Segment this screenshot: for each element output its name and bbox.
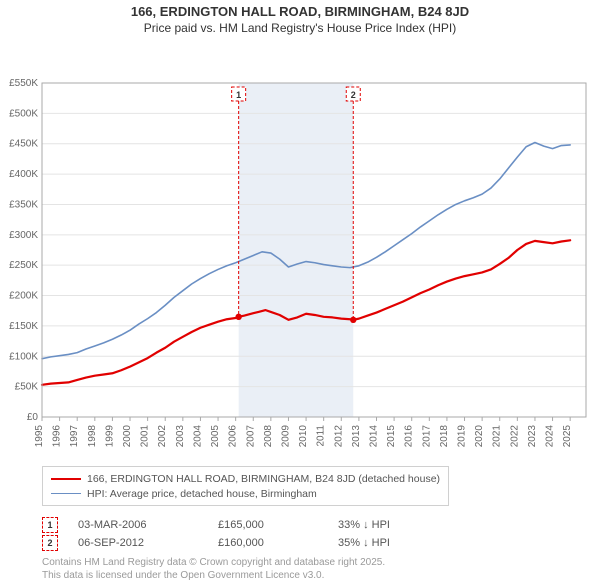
legend-label: HPI: Average price, detached house, Birm… [87,488,317,500]
x-tick-label: 2009 [280,425,291,448]
x-tick-label: 2000 [122,425,133,448]
x-tick-label: 2014 [368,425,379,448]
x-tick-label: 1998 [87,425,98,448]
x-tick-label: 2004 [192,425,203,448]
x-tick-label: 1995 [34,425,45,448]
x-tick-label: 2017 [421,425,432,448]
x-tick-label: 2020 [474,425,485,448]
x-tick-label: 2013 [351,425,362,448]
transaction-marker-2: 2 [42,535,58,551]
x-tick-label: 2007 [245,425,256,448]
x-tick-label: 1999 [104,425,115,448]
chart-title-line1: 166, ERDINGTON HALL ROAD, BIRMINGHAM, B2… [0,0,600,19]
x-tick-label: 1997 [69,425,80,448]
marker-dot-2 [350,317,356,323]
transaction-date: 03-MAR-2006 [78,519,188,531]
y-tick-label: £200K [9,291,38,302]
y-tick-label: £100K [9,351,38,362]
y-tick-label: £300K [9,230,38,241]
x-tick-label: 2021 [492,425,503,448]
figure-root: { "title": { "line1": "166, ERDINGTON HA… [0,0,600,560]
y-tick-label: £250K [9,260,38,271]
x-tick-label: 2018 [439,425,450,448]
chart-title-line2: Price paid vs. HM Land Registry's House … [0,19,600,37]
y-tick-label: £0 [27,412,39,423]
y-tick-label: £50K [15,382,39,393]
transaction-price: £160,000 [218,537,308,549]
y-tick-label: £350K [9,199,38,210]
transaction-delta: 33% ↓ HPI [338,519,390,531]
legend-swatch [51,493,81,494]
footer-line2: This data is licensed under the Open Gov… [42,569,600,582]
transaction-marker-1: 1 [42,517,58,533]
y-tick-label: £500K [9,108,38,119]
transaction-price: £165,000 [218,519,308,531]
line-chart-svg: £0 £50K £100K £150K £200K £250K £300K £350K £400… [0,37,600,459]
shaded-band [239,83,354,417]
x-tick-label: 2015 [386,425,397,448]
legend: 166, ERDINGTON HALL ROAD, BIRMINGHAM, B2… [42,466,449,506]
x-tick-label: 2010 [298,425,309,448]
transaction-list: 1 03-MAR-2006 £165,000 33% ↓ HPI 2 06-SEP-201… [42,516,600,552]
marker-label-2: 2 [351,90,356,100]
chart-area: £0 £50K £100K £150K £200K £250K £300K £350K £400… [0,37,600,464]
footer-line1: Contains HM Land Registry data © Crown c… [42,556,600,569]
transaction-date: 06-SEP-2012 [78,537,188,549]
x-tick-label: 2012 [333,425,344,448]
x-tick-label: 2019 [457,425,468,448]
y-tick-label: £450K [9,139,38,150]
transaction-row: 2 06-SEP-2012 £160,000 35% ↓ HPI [42,534,600,552]
legend-row: HPI: Average price, detached house, Birm… [51,486,440,501]
x-tick-label: 2008 [263,425,274,448]
x-tick-label: 2022 [509,425,520,448]
x-tick-label: 2005 [210,425,221,448]
marker-dot-1 [235,314,241,320]
y-tick-label: £400K [9,169,38,180]
y-tick-label: £150K [9,321,38,332]
legend-label: 166, ERDINGTON HALL ROAD, BIRMINGHAM, B2… [87,473,440,485]
x-tick-label: 2006 [228,425,239,448]
x-tick-label: 2025 [562,425,573,448]
legend-swatch [51,478,81,480]
x-tick-label: 2024 [545,425,556,448]
x-tick-label: 2023 [527,425,538,448]
x-tick-label: 2016 [404,425,415,448]
x-tick-label: 1996 [52,425,63,448]
x-tick-label: 2001 [140,425,151,448]
legend-row: 166, ERDINGTON HALL ROAD, BIRMINGHAM, B2… [51,471,440,486]
x-tick-label: 2002 [157,425,168,448]
transaction-row: 1 03-MAR-2006 £165,000 33% ↓ HPI [42,516,600,534]
transaction-delta: 35% ↓ HPI [338,537,390,549]
y-tick-label: £550K [9,78,38,89]
marker-label-1: 1 [236,90,241,100]
x-tick-label: 2011 [316,425,327,447]
x-tick-label: 2003 [175,425,186,448]
